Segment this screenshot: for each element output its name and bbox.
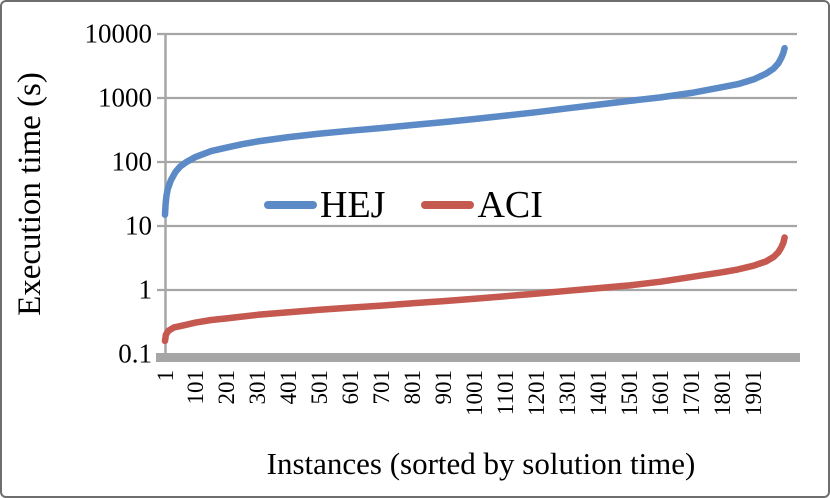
x-tick-label: 201: [214, 370, 240, 405]
x-axis-title: Instances (sorted by solution time): [266, 446, 696, 481]
x-tick-label: 801: [400, 370, 426, 405]
x-tick-label: 1201: [524, 370, 550, 416]
x-axis-baseline-bar: [156, 353, 800, 362]
x-tick-label: 1: [152, 370, 178, 382]
x-tick-label: 401: [276, 370, 302, 405]
x-tick-label: 701: [369, 370, 395, 405]
hej-line-swatch-icon: [264, 201, 317, 209]
legend-item-aci: ACI: [421, 184, 543, 226]
y-tick-label: 10: [125, 210, 152, 241]
aci-line-swatch-icon: [421, 201, 475, 209]
legend-label-hej: HEJ: [320, 184, 386, 226]
x-tick-label: 1601: [648, 370, 674, 416]
legend-label-aci: ACI: [477, 184, 543, 226]
series-line-hej: [161, 44, 788, 218]
legend: HEJ ACI: [264, 185, 543, 225]
legend-item-hej: HEJ: [264, 185, 385, 225]
x-tick-label: 1701: [679, 370, 705, 416]
x-tick-label: 1301: [555, 370, 581, 416]
x-tick-label: 1801: [710, 370, 736, 416]
x-tick-label: 601: [338, 370, 364, 405]
x-tick-label: 1001: [462, 370, 488, 416]
x-tick-label: 1401: [586, 370, 612, 416]
series-line-aci: [161, 234, 788, 345]
x-tick-label: 301: [245, 370, 271, 405]
y-tick-label: 100: [111, 146, 153, 177]
y-tick-label: 0.1: [118, 338, 152, 369]
y-tick-label: 1000: [98, 82, 152, 113]
x-tick-label: 1501: [617, 370, 643, 416]
x-tick-label: 501: [307, 370, 333, 405]
y-tick-label: 10000: [84, 18, 153, 49]
x-tick-label: 1101: [493, 370, 519, 416]
x-tick-label: 901: [431, 370, 457, 405]
x-tick-label: 101: [183, 370, 209, 405]
y-axis-title: Execution time (s): [12, 72, 48, 316]
gridlines: [157, 32, 797, 292]
series-lines: [161, 44, 788, 345]
x-tick-label: 1901: [741, 370, 767, 416]
y-tick-label: 1: [138, 274, 153, 305]
